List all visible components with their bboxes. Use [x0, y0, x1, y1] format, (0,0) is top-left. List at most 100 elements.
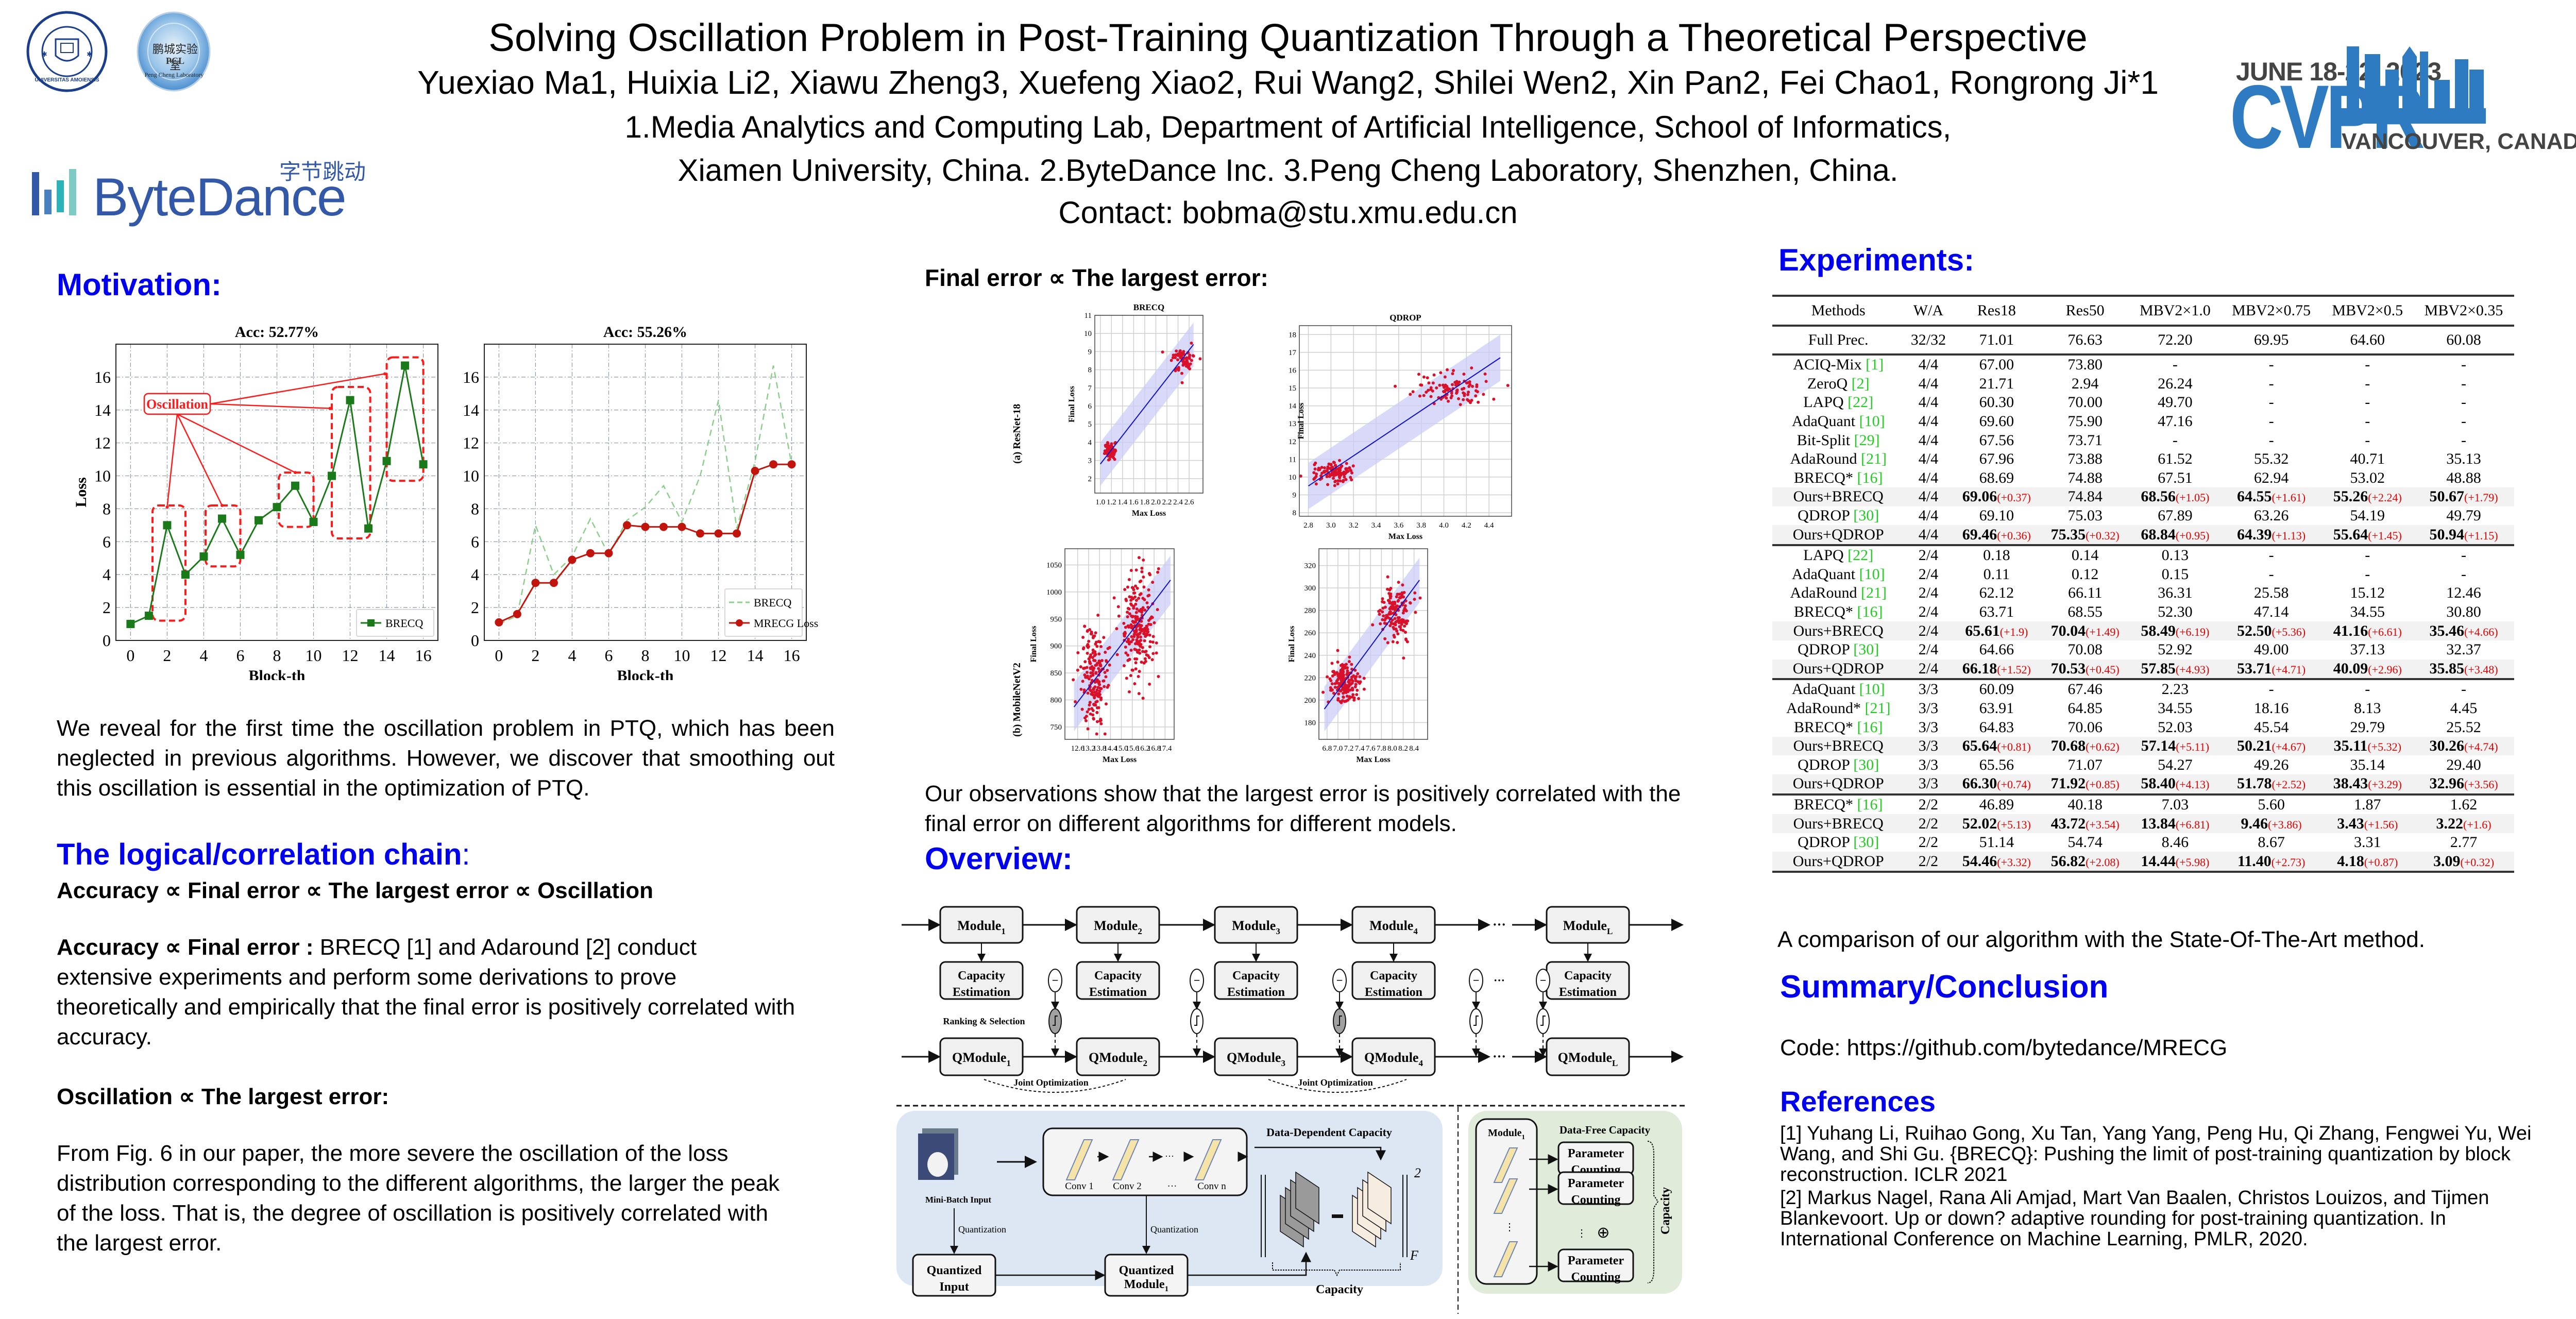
qmodule-box: QModule4 [1351, 1037, 1436, 1076]
subtract-symbol: − [1336, 974, 1343, 987]
result-value: 38.43(+3.29) [2321, 774, 2414, 796]
accuracy: 67.89 [2158, 507, 2193, 525]
scatter-point [1342, 695, 1345, 699]
capacity-estimation-box: Capacity Estimation [1546, 961, 1630, 1000]
accuracy: 1.62 [2450, 796, 2478, 813]
scatter-point [1483, 372, 1487, 376]
scatter-point [1135, 657, 1139, 661]
x-tick-label: 4.0 [1439, 521, 1449, 530]
citation-link[interactable]: [22] [1843, 394, 1874, 411]
result-value: 0.18 [1952, 545, 2041, 565]
result-value: 63.26 [2221, 506, 2322, 526]
result-value: 53.02 [2322, 469, 2414, 488]
annotation-box [143, 393, 211, 415]
accuracy: 0.14 [2071, 547, 2099, 564]
y-tick-label: 14 [463, 401, 479, 419]
scatter-point [1087, 707, 1091, 711]
conv-layer-icon [1493, 1178, 1518, 1214]
scatter-point [1139, 645, 1142, 648]
improvement-delta: (+1.56) [2364, 818, 2398, 831]
improvement-delta: (+3.56) [2464, 778, 2498, 791]
accuracy: 7.03 [2161, 796, 2189, 813]
accuracy: 69.06 [1962, 488, 1997, 505]
code-link[interactable]: Code: https://github.com/bytedance/MRECG [1780, 1035, 2228, 1060]
scatter-point [1354, 675, 1358, 679]
scatter-point [1336, 674, 1340, 678]
citation-link[interactable]: [29] [1850, 431, 1880, 449]
accuracy: 63.91 [1979, 699, 2014, 717]
result-value: 49.70 [2129, 393, 2221, 412]
citation-link[interactable]: [10] [1855, 565, 1885, 583]
x-tick-label: 2.0 [1151, 498, 1161, 506]
citation-link[interactable]: [30] [1849, 507, 1879, 525]
data-point [236, 550, 245, 559]
scatter-point [1151, 635, 1155, 638]
data-point [163, 521, 172, 530]
citation-link[interactable]: [10] [1855, 681, 1885, 698]
citation-link[interactable]: [30] [1849, 834, 1879, 851]
citation-link[interactable]: [2] [1848, 375, 1870, 392]
citation-link[interactable]: [21] [1857, 584, 1887, 602]
citation-link[interactable]: [16] [1853, 469, 1883, 486]
scatter-point [1087, 677, 1091, 681]
column-header: W/A [1904, 295, 1953, 327]
scatter-point [1429, 395, 1433, 398]
scatter-point [1341, 480, 1345, 483]
scatter-point [1089, 667, 1092, 670]
citation-link[interactable]: [1] [1861, 356, 1884, 374]
citation-link[interactable]: [30] [1849, 641, 1879, 658]
accuracy: - [2268, 375, 2274, 392]
x-tick-label: 8.2 [1398, 745, 1408, 753]
citation-link[interactable]: [16] [1853, 718, 1883, 736]
result-value: 49.00 [2221, 640, 2322, 660]
scatter-point [1182, 352, 1185, 356]
scatter-point [1087, 639, 1091, 643]
scatter-point [1312, 478, 1316, 481]
citation-link[interactable]: [16] [1853, 603, 1883, 621]
x-tick-label: 10 [306, 646, 322, 665]
result-value: - [2221, 679, 2322, 699]
scatter-point [1142, 585, 1146, 589]
data-point [495, 618, 503, 627]
result-value: 4.18(+0.87) [2321, 852, 2414, 873]
citation-link[interactable]: [16] [1853, 796, 1883, 813]
citation-link[interactable]: [22] [1843, 547, 1874, 564]
scatter-point [1107, 684, 1110, 687]
data-point [641, 522, 650, 531]
scatter-point [1409, 393, 1412, 396]
accuracy: 8.13 [2354, 699, 2381, 717]
bit-width: 2/4 [1918, 603, 1939, 621]
citation-link[interactable]: [30] [1849, 756, 1879, 773]
result-value: 70.06 [2041, 718, 2129, 737]
scatter-point [1420, 383, 1423, 387]
accuracy: 64.39 [2237, 526, 2272, 543]
subtract-symbol: − [1052, 974, 1059, 987]
bytedance-chinese: 字节跳动 [279, 159, 366, 184]
scatter-point [1092, 688, 1095, 691]
improvement-delta: (+1.6) [2463, 818, 2492, 831]
citation-link[interactable]: [10] [1855, 413, 1885, 430]
accuracy: 3.22 [2436, 815, 2464, 832]
scatter-point [1093, 634, 1096, 638]
scatter-point [1122, 621, 1126, 625]
capacity-estimation-box: Capacity Estimation [1351, 961, 1436, 1000]
x-tick-label: 3.0 [1326, 521, 1336, 530]
accuracy: - [2172, 431, 2178, 449]
legend-box [724, 588, 803, 637]
y-tick-label: 3 [1088, 457, 1092, 465]
data-point [568, 555, 577, 564]
citation-link[interactable]: [21] [1857, 450, 1887, 468]
citation-link[interactable]: [21] [1860, 699, 1891, 717]
result-value: 67.51 [2129, 469, 2221, 488]
chain-line: Accuracy ∝ Final error ∝ The largest err… [57, 878, 654, 903]
scatter-point [1171, 356, 1175, 360]
scatter-point [1156, 570, 1160, 574]
result-value: 74.84 [2041, 487, 2130, 506]
accuracy: 52.50 [2237, 622, 2272, 639]
scatter-point [1094, 671, 1098, 674]
scatter-point [1126, 606, 1130, 610]
accuracy: 75.03 [2067, 507, 2103, 525]
accuracy: 56.82 [2050, 852, 2086, 870]
parameter-counting-box-label: Counting [1571, 1271, 1620, 1284]
feature-map-quantized [1295, 1171, 1319, 1225]
